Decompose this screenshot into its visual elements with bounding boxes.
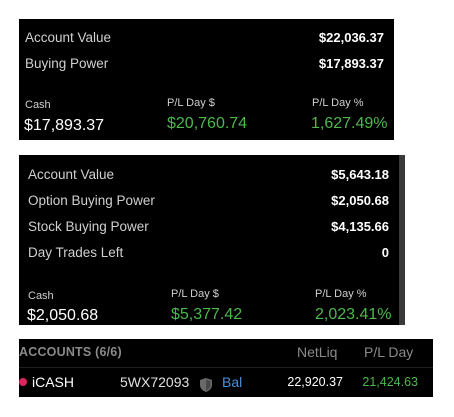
pl-day-pct-value: 1,627.49% xyxy=(311,115,388,132)
account-value: $22,036.37 xyxy=(318,30,384,45)
account-value-row: Account Value $5,643.18 xyxy=(19,165,399,185)
day-trades-left-value: 0 xyxy=(381,245,389,260)
accounts-header: ACCOUNTS (6/6) NetLiq P/L Day xyxy=(19,339,433,367)
account-name[interactable]: iCASH xyxy=(32,374,75,390)
account-value: $5,643.18 xyxy=(331,167,389,182)
pl-day-pct-label: P/L Day % xyxy=(312,97,364,109)
pl-day-label: P/L Day $ xyxy=(167,97,215,109)
account-value-label: Account Value xyxy=(25,30,112,45)
option-buying-power-row: Option Buying Power $2,050.68 xyxy=(19,191,399,211)
day-trades-left-row: Day Trades Left 0 xyxy=(19,243,399,263)
account-value-label: Account Value xyxy=(28,167,115,182)
account-row[interactable]: iCASH 5WX72093 Bal 22,920.37 21,424.63 xyxy=(19,369,433,395)
buying-power-row: Buying Power $17,893.37 xyxy=(19,54,394,74)
header-divider xyxy=(19,367,433,368)
stock-buying-power-value: $4,135.66 xyxy=(331,219,389,234)
cash-value: $2,050.68 xyxy=(27,307,99,324)
buying-power-value: $17,893.37 xyxy=(318,56,384,71)
account-id: 5WX72093 xyxy=(120,374,190,390)
pl-day-value: $20,760.74 xyxy=(167,115,248,132)
balances-link[interactable]: Bal xyxy=(222,374,243,390)
pl-day-label: P/L Day $ xyxy=(171,288,219,300)
status-dot-icon xyxy=(19,378,27,386)
cash-label: Cash xyxy=(28,290,54,302)
account-netliq: 22,920.37 xyxy=(287,375,343,389)
pl-day-value: $5,377.42 xyxy=(171,306,243,323)
day-trades-left-label: Day Trades Left xyxy=(28,245,124,260)
stock-buying-power-label: Stock Buying Power xyxy=(28,219,149,234)
shield-icon xyxy=(200,375,212,392)
account-summary-panel-margin: Account Value $5,643.18 Option Buying Po… xyxy=(19,155,405,325)
accounts-title[interactable]: ACCOUNTS (6/6) xyxy=(19,345,122,359)
pl-day-pct-label: P/L Day % xyxy=(315,288,367,300)
option-buying-power-label: Option Buying Power xyxy=(28,193,155,208)
panel-scrollbar[interactable] xyxy=(399,155,405,325)
cash-label: Cash xyxy=(25,99,51,111)
account-pl-day: 21,424.63 xyxy=(362,375,418,389)
accounts-list: ACCOUNTS (6/6) NetLiq P/L Day iCASH 5WX7… xyxy=(19,339,433,397)
column-header-pl-day[interactable]: P/L Day xyxy=(364,344,414,360)
account-value-row: Account Value $22,036.37 xyxy=(19,28,394,48)
option-buying-power-value: $2,050.68 xyxy=(331,193,389,208)
stock-buying-power-row: Stock Buying Power $4,135.66 xyxy=(19,217,399,237)
pl-day-pct-value: 2,023.41% xyxy=(315,306,392,323)
buying-power-label: Buying Power xyxy=(25,56,109,71)
cash-value: $17,893.37 xyxy=(24,117,105,134)
column-header-netliq[interactable]: NetLiq xyxy=(297,344,338,360)
account-summary-panel-primary: Account Value $22,036.37 Buying Power $1… xyxy=(19,19,394,140)
